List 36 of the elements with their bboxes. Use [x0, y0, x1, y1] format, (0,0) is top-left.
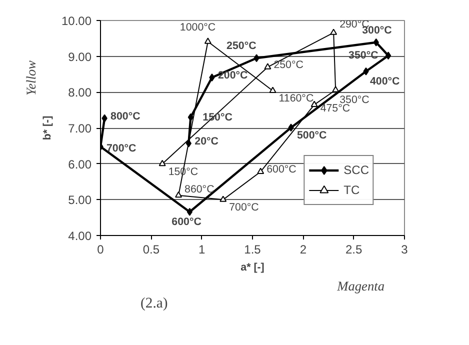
- x-tick-label: 1: [198, 242, 206, 256]
- x-tick-label: 0.5: [142, 242, 160, 256]
- annotation: 600°C: [266, 164, 297, 176]
- annotation: 20°C: [194, 135, 219, 148]
- x-tick-label: 2: [300, 242, 307, 256]
- x-tick-label: 2.5: [345, 242, 362, 256]
- annotation: 800°C: [110, 110, 141, 122]
- annotation: 400°C: [370, 75, 400, 88]
- annotation: 475°C: [320, 102, 350, 115]
- annotation: 250°C: [226, 40, 257, 52]
- y-tick-label: 7.00: [68, 122, 92, 136]
- annotation: 1160°C: [278, 92, 314, 105]
- text: Magenta: [336, 278, 385, 294]
- y-tick-label: 4.00: [68, 229, 92, 243]
- y-tick-label: 10.00: [61, 14, 92, 28]
- text: Yellow: [24, 60, 38, 96]
- x-tick-label: 1.5: [244, 242, 262, 256]
- x-tick-label: 0: [97, 242, 104, 256]
- annotation: 600°C: [172, 216, 202, 228]
- x-tick-label: 3: [401, 242, 408, 256]
- y-tick-label: 6.00: [68, 157, 92, 172]
- annotation: 500°C: [297, 130, 328, 142]
- annotation: 700°C: [229, 202, 260, 214]
- text: (2.a): [140, 296, 168, 312]
- annotation: 700°C: [106, 142, 137, 155]
- y-axis-title: b* [-]: [41, 116, 54, 140]
- annotation: 860°C: [184, 183, 215, 196]
- y-tick-label: 9.00: [68, 50, 92, 64]
- annotation: 1000°C: [180, 22, 216, 34]
- annotation: 200°C: [218, 69, 248, 82]
- y-tick-label: 8.00: [68, 86, 92, 100]
- y-tick-label: 5.00: [68, 193, 92, 208]
- legend-label: SCC: [344, 163, 369, 177]
- annotation: 250°C: [274, 59, 304, 72]
- x-axis-title: a* [-]: [240, 262, 264, 274]
- legend-label: TC: [344, 183, 361, 197]
